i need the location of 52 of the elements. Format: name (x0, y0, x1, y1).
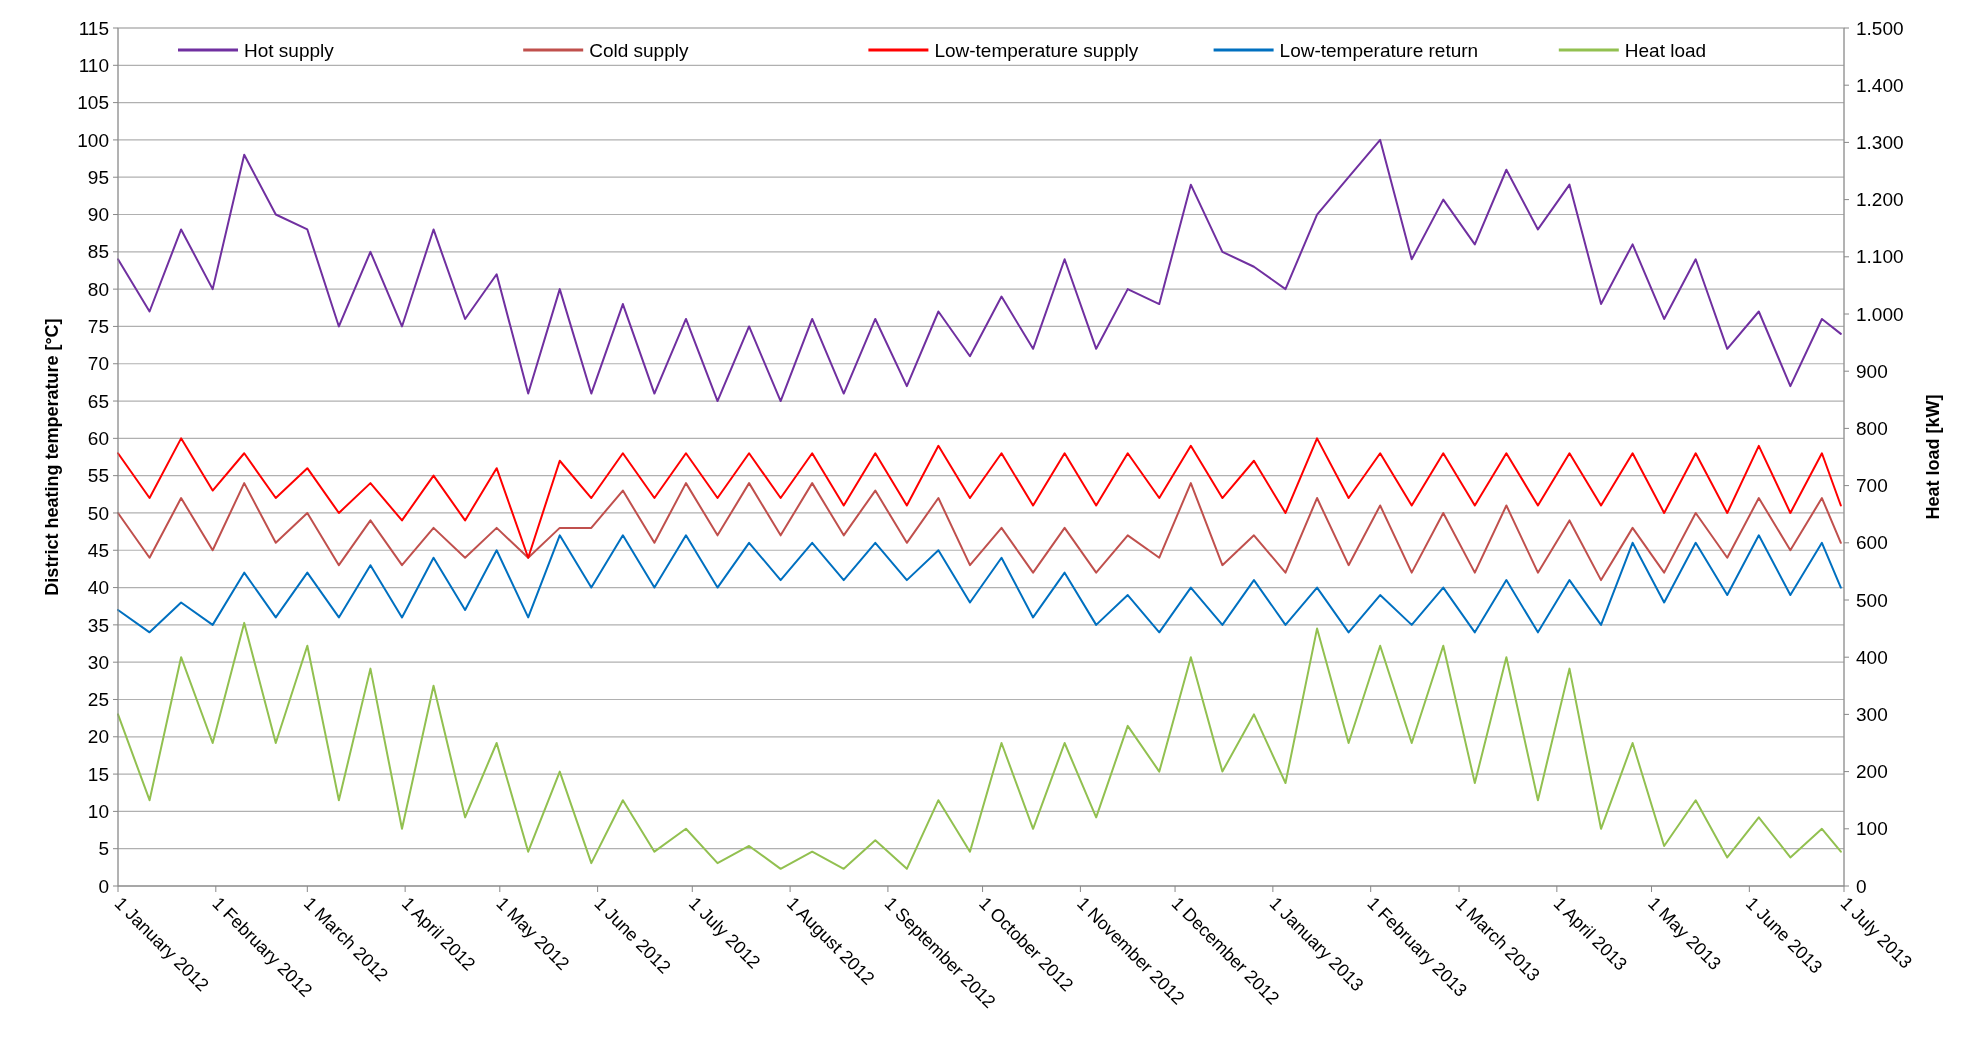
y2-tick-label: 1.300 (1856, 132, 1904, 154)
legend-label: Low-temperature return (1279, 39, 1479, 61)
y-tick-label: 95 (87, 166, 109, 188)
y-tick-label: 115 (78, 17, 109, 39)
y2-tick-label: 1.500 (1856, 17, 1904, 39)
y2-tick-label: 300 (1856, 704, 1888, 726)
y-tick-label: 10 (87, 801, 109, 823)
y-tick-label: 30 (87, 651, 109, 673)
line-series (117, 534, 1842, 634)
y2-tick-label: 900 (1856, 360, 1888, 382)
y-tick-label: 20 (87, 726, 109, 748)
legend-label: Cold supply (589, 39, 689, 61)
y-tick-label: 80 (87, 278, 109, 300)
legend-label: Heat load (1624, 39, 1707, 61)
y-tick-label: 105 (77, 92, 109, 114)
y-tick-label: 45 (87, 539, 109, 561)
y-tick-label: 70 (87, 353, 109, 375)
y-tick-label: 85 (87, 241, 109, 263)
y-tick-label: 0 (98, 875, 109, 897)
y-tick-label: 40 (87, 577, 109, 599)
y-tick-label: 100 (77, 129, 109, 151)
y2-tick-label: 700 (1856, 475, 1888, 497)
line-series (117, 482, 1842, 582)
y2-tick-label: 1.100 (1856, 246, 1904, 268)
y-tick-label: 90 (87, 204, 109, 226)
legend-label: Low-temperature supply (934, 39, 1139, 61)
y-axis-title: District heating temperature [°C] (42, 318, 62, 596)
y-tick-label: 15 (87, 763, 109, 785)
line-series (117, 138, 1842, 403)
y2-tick-label: 0 (1856, 875, 1867, 897)
y2-axis-title: Heat load [kW] (1923, 394, 1943, 520)
y2-tick-label: 200 (1856, 761, 1888, 783)
y-tick-label: 50 (87, 502, 109, 524)
y2-tick-label: 100 (1856, 818, 1888, 840)
y-tick-label: 65 (87, 390, 109, 412)
y2-tick-label: 400 (1856, 646, 1888, 668)
y2-tick-label: 500 (1856, 589, 1888, 611)
y-tick-label: 60 (87, 428, 109, 449)
y-tick-label: 5 (98, 838, 109, 860)
y-tick-label: 25 (87, 689, 109, 711)
legend-label: Hot supply (244, 39, 335, 61)
y-tick-label: 35 (87, 614, 109, 636)
line-series (117, 621, 1842, 870)
y2-tick-label: 1.000 (1856, 303, 1904, 325)
y2-tick-label: 600 (1856, 532, 1888, 554)
y2-tick-label: 1.400 (1856, 74, 1904, 96)
y-tick-label: 110 (78, 54, 109, 76)
y-tick-label: 75 (87, 316, 109, 338)
y-tick-label: 55 (87, 465, 109, 487)
y2-tick-label: 800 (1856, 418, 1888, 440)
line-series (117, 437, 1842, 559)
y2-tick-label: 1.200 (1856, 189, 1904, 211)
